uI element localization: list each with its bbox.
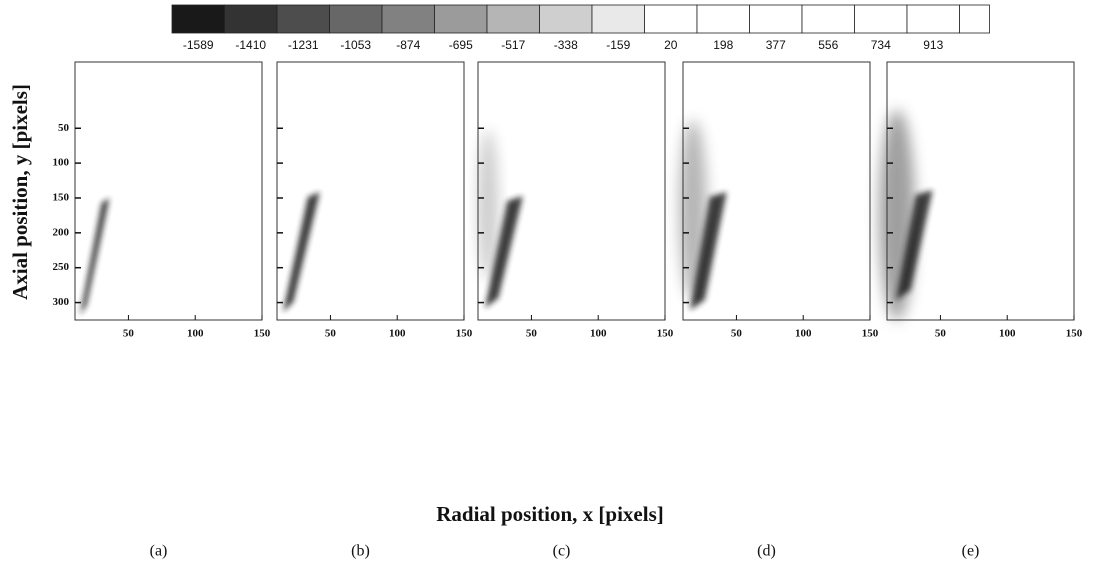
colorbar-cell	[749, 4, 803, 34]
x-tick-label: 50	[731, 328, 743, 340]
colorbar-tick-label: -1231	[288, 38, 319, 52]
x-tick-label: 100	[999, 328, 1016, 340]
panel-frame	[886, 61, 1075, 321]
colorbar-cell	[644, 4, 698, 34]
plume	[896, 190, 933, 300]
colorbar-cell	[801, 4, 855, 34]
colorbar-tick-label: -517	[501, 38, 525, 52]
x-tick-label: 150	[657, 328, 674, 340]
colorbar-tick-label: 377	[766, 38, 786, 52]
colorbar-cell	[171, 4, 225, 34]
colorbar-cell	[486, 4, 540, 34]
x-tick-label: 50	[935, 328, 947, 340]
colorbar-cell	[276, 4, 330, 34]
colorbar-tick-label: -1589	[183, 38, 214, 52]
y-axis-label: Axial position, y [pixels]	[8, 84, 32, 300]
panel-frame	[74, 61, 263, 321]
colorbar-tick-label: -338	[554, 38, 578, 52]
x-tick-label: 150	[456, 328, 473, 340]
x-tick-label: 150	[254, 328, 271, 340]
plume	[485, 196, 523, 308]
x-tick-label: 150	[1066, 328, 1083, 340]
colorbar-tick-label: 198	[713, 38, 733, 52]
panel-label: (d)	[757, 543, 776, 560]
colorbar-cell	[854, 4, 908, 34]
plume	[283, 192, 320, 312]
colorbar-tick-label: 20	[664, 38, 678, 52]
x-tick-label: 50	[526, 328, 538, 340]
colorbar-cell	[539, 4, 593, 34]
y-tick-label: 300	[53, 296, 70, 308]
colorbar-tick-label: -874	[396, 38, 420, 52]
y-tick-label: 150	[53, 192, 70, 204]
panel-label: (b)	[351, 543, 370, 560]
colorbar-tick-label: 913	[923, 38, 943, 52]
x-tick-label: 150	[862, 328, 879, 340]
x-tick-label: 100	[795, 328, 812, 340]
panel-label: (c)	[553, 543, 571, 560]
colorbar-tick-label: -159	[606, 38, 630, 52]
colorbar-tick-label: -1053	[340, 38, 371, 52]
y-tick-label: 250	[53, 261, 70, 273]
colorbar-tick-label: -1410	[235, 38, 266, 52]
panel-frame	[477, 61, 666, 321]
colorbar-tick-label: -695	[449, 38, 473, 52]
x-tick-label: 100	[590, 328, 607, 340]
colorbar-cell	[591, 4, 645, 34]
colorbar-cell	[906, 4, 960, 34]
colorbar-tick-label: 556	[818, 38, 838, 52]
plume	[80, 198, 110, 315]
colorbar-cell	[696, 4, 750, 34]
colorbar-end-cell	[959, 4, 990, 34]
panel-frame	[682, 61, 871, 321]
x-tick-label: 50	[325, 328, 337, 340]
y-tick-label: 200	[53, 226, 70, 238]
x-tick-label: 100	[389, 328, 406, 340]
panel-frame	[276, 61, 465, 321]
plume	[690, 192, 727, 310]
colorbar-cell	[329, 4, 383, 34]
colorbar-cell	[434, 4, 488, 34]
plume-halo	[478, 130, 498, 280]
panel-label: (e)	[962, 543, 980, 560]
colorbar-cell	[381, 4, 435, 34]
x-tick-label: 50	[123, 328, 135, 340]
colorbar-tick-label: 734	[871, 38, 891, 52]
x-tick-label: 100	[187, 328, 204, 340]
panel-label: (a)	[150, 543, 168, 560]
x-axis-label: Radial position, x [pixels]	[436, 502, 664, 526]
y-tick-label: 100	[53, 157, 70, 169]
y-tick-label: 50	[58, 122, 70, 134]
colorbar-cell	[224, 4, 278, 34]
